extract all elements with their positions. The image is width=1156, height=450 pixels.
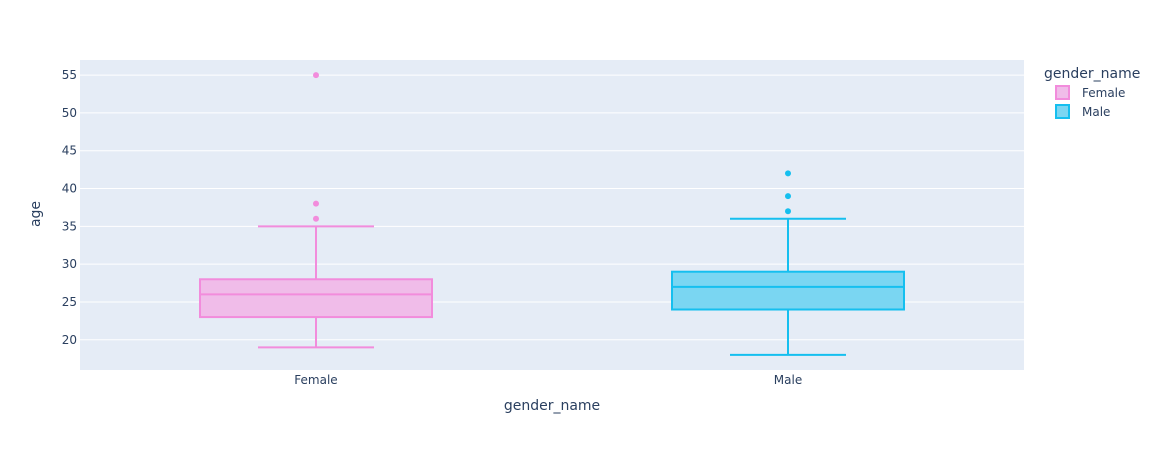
x-tick-labels: Female Male <box>294 373 802 387</box>
iqr-box <box>199 278 433 319</box>
outlier-point <box>785 208 791 215</box>
y-tick-label: 40 <box>62 182 77 196</box>
legend-swatch-female <box>1055 85 1070 100</box>
plot-area <box>80 60 1024 370</box>
y-tick-label: 45 <box>62 144 77 158</box>
legend-swatch-male <box>1055 104 1070 119</box>
y-tick-label: 50 <box>62 106 77 120</box>
x-tick-label: Female <box>294 373 337 387</box>
legend-label-female: Female <box>1082 86 1125 100</box>
y-tick-label: 30 <box>62 257 77 271</box>
y-axis-title: age <box>28 201 44 227</box>
y-tick-label: 25 <box>62 295 77 309</box>
box-traces <box>199 72 905 356</box>
y-tick-label: 35 <box>62 219 77 233</box>
box-female <box>199 72 433 349</box>
x-axis-title: gender_name <box>504 398 600 414</box>
box-male <box>671 170 905 356</box>
y-tick-label: 20 <box>62 333 77 347</box>
iqr-box <box>671 270 905 311</box>
x-tick-label: Male <box>774 373 802 387</box>
y-tick-label: 55 <box>62 68 77 82</box>
legend-title: gender_name <box>1044 66 1140 82</box>
outlier-point <box>313 215 319 222</box>
y-tick-labels: 20 25 30 35 40 45 50 55 <box>62 68 77 347</box>
legend-label-male: Male <box>1082 105 1110 119</box>
outlier-point <box>785 170 791 177</box>
legend: gender_name Female Male <box>1044 66 1140 119</box>
outlier-point <box>313 200 319 207</box>
outlier-point <box>785 193 791 200</box>
outlier-point <box>313 72 319 79</box>
